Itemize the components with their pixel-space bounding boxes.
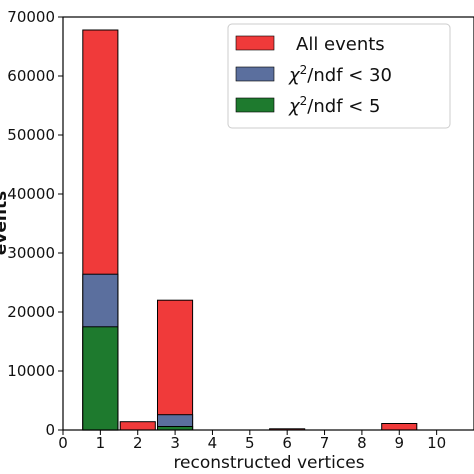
y-tick-label: 20000 (7, 303, 55, 321)
x-tick-label: 8 (357, 434, 367, 452)
legend-chi5-chi: χ (288, 96, 301, 117)
legend-chi30-suffix: /ndf < 30 (307, 65, 392, 86)
plot-frame (62, 16, 474, 431)
x-tick-label: 0 (58, 434, 68, 452)
bar-series2-x1 (82, 326, 119, 431)
y-tick-label: 50000 (7, 126, 55, 144)
x-tick-label: 7 (320, 434, 330, 452)
ticks-layer: 0 1 2 3 4 5 6 7 8 9 10 0 10000 20000 30000 40000 50000 60… (7, 8, 446, 452)
y-tick-label: 30000 (7, 244, 55, 262)
x-tick-label: 6 (282, 434, 292, 452)
legend-swatch-all-events (235, 35, 275, 51)
bar-series0-x2 (119, 421, 156, 431)
bars-layer (82, 29, 418, 431)
legend-label-chi5: χ2/ndf < 5 (288, 94, 381, 117)
legend-swatch-chi5 (235, 97, 275, 113)
y-tick-label: 0 (45, 421, 55, 439)
bar-series0-x3 (157, 299, 194, 431)
legend-chi5-sup: 2 (300, 94, 308, 108)
legend-box (227, 23, 451, 129)
x-tick-label: 4 (208, 434, 218, 452)
x-tick-label: 1 (96, 434, 106, 452)
y-tick-label: 10000 (7, 362, 55, 380)
legend-label-chi30: χ2/ndf < 30 (288, 63, 392, 86)
x-axis-label: reconstructed vertices (173, 453, 364, 473)
x-tick-label: 10 (427, 434, 446, 452)
y-tick-label: 40000 (7, 185, 55, 203)
x-tick-label: 2 (133, 434, 143, 452)
x-tick-label: 9 (394, 434, 404, 452)
bar-series0-x9 (381, 423, 418, 431)
legend-chi30-sup: 2 (300, 63, 308, 77)
y-tick-label: 60000 (7, 67, 55, 85)
x-tick-label: 3 (170, 434, 180, 452)
legend-chi30-chi: χ (288, 65, 301, 86)
y-axis-label: events (0, 191, 11, 256)
x-tick-label: 5 (245, 434, 255, 452)
legend-chi5-suffix: /ndf < 5 (307, 96, 380, 117)
y-tick-label: 70000 (7, 8, 55, 26)
legend: All events χ2/ndf < 30 χ2/ndf < 5 (227, 23, 451, 129)
legend-swatch-chi30 (235, 66, 275, 82)
legend-label-all-events: All events (296, 34, 385, 55)
